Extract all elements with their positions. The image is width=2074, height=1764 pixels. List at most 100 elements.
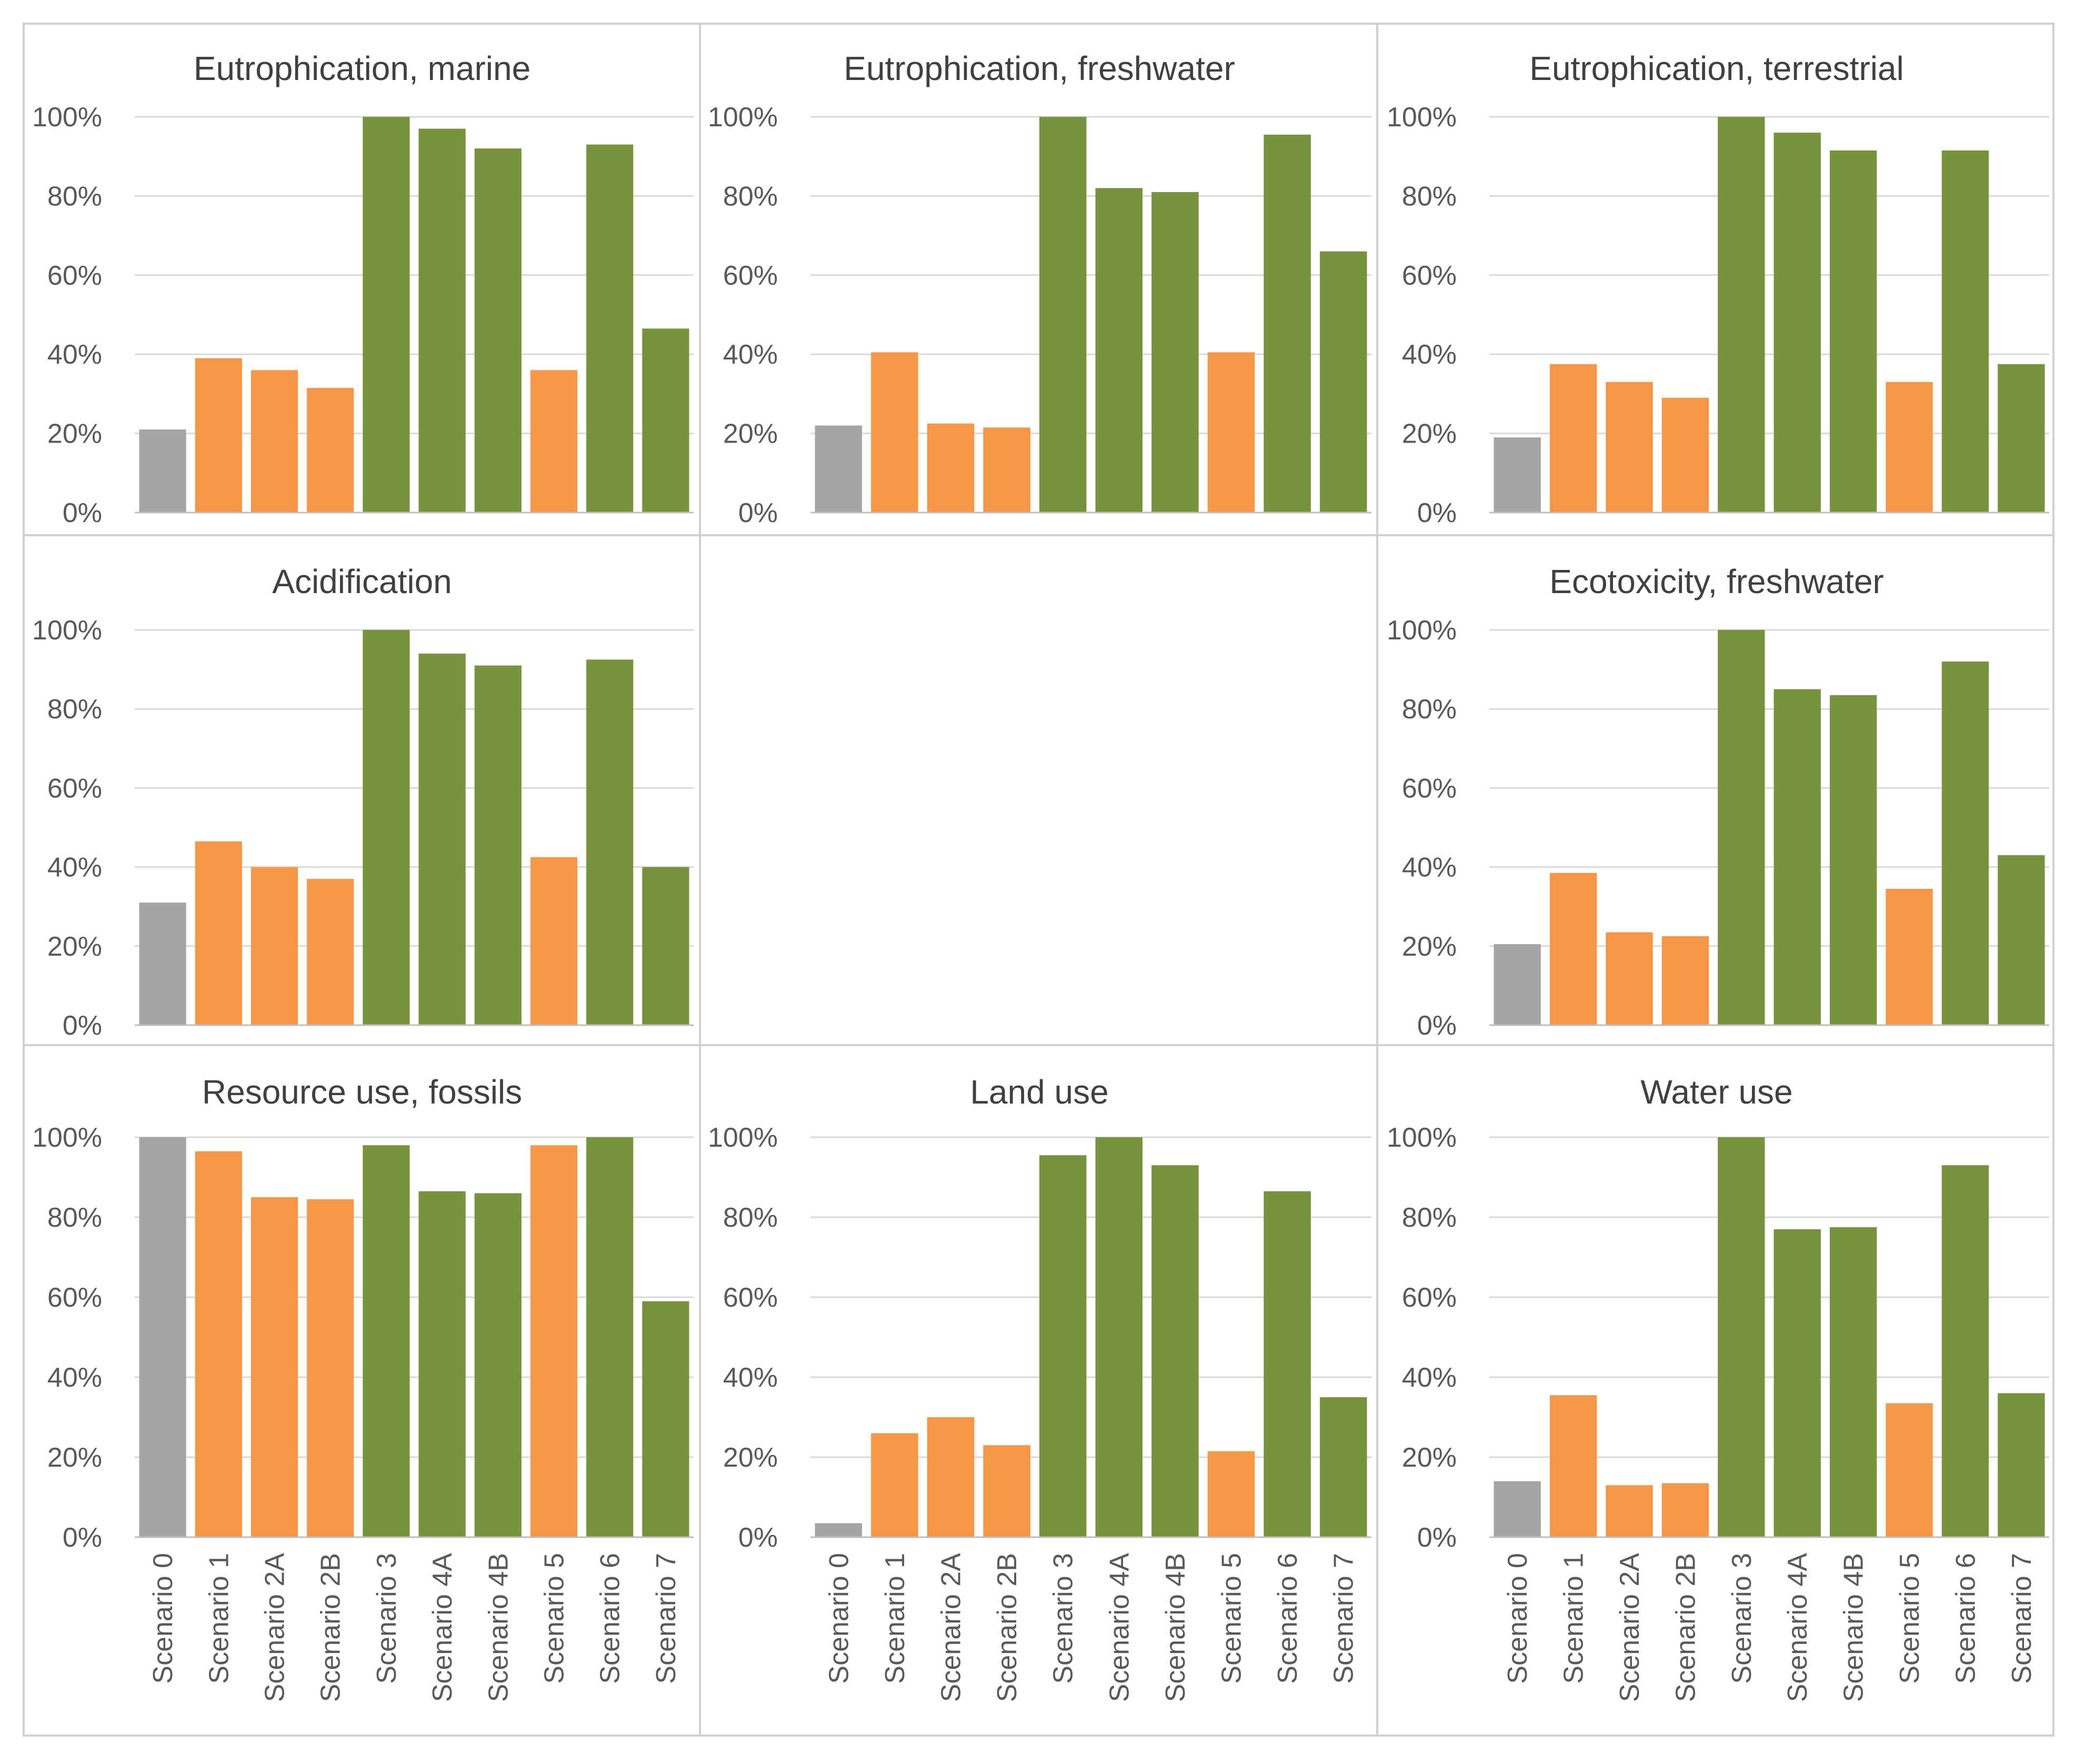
bar-scenario-2a <box>251 1197 298 1537</box>
y-tick-label: 60% <box>1402 260 1457 291</box>
chart-title: Acidification <box>272 563 452 600</box>
chart-eutrophication-terrestrial: Eutrophication, terrestrial 0% 20% 40% 60% 80… <box>1387 49 2049 528</box>
bar-scenario-7 <box>1319 1397 1367 1537</box>
chart-water-use: Water use 0% 20% 40% 60% 80% 100% Scenario 0 Sce… <box>1387 1073 2049 1702</box>
bar-scenario-4a <box>418 128 466 513</box>
bar-scenario-1 <box>195 1151 242 1537</box>
x-tick-label: Scenario 4A <box>1782 1553 1813 1702</box>
bar-scenario-2b <box>1661 397 1709 513</box>
y-tick-label: 20% <box>47 931 102 962</box>
chart-title: Ecotoxicity, freshwater <box>1549 563 1883 600</box>
x-tick-label: Scenario 5 <box>1895 1553 1925 1684</box>
bar-scenario-2b <box>983 1445 1030 1537</box>
chart-eutrophication-freshwater: Eutrophication, freshwater 0% 20% 40% 60% 80%… <box>708 49 1371 528</box>
bar-scenario-6 <box>1941 662 1989 1025</box>
bar-scenario-7 <box>1998 364 2045 513</box>
x-tick-label: Scenario 5 <box>539 1553 570 1684</box>
chart-land-use: Land use 0% 20% 40% 60% 80% 100% Scenario 0 Scen… <box>708 1073 1371 1702</box>
bar-scenario-0 <box>815 1523 863 1537</box>
x-tick-label: Scenario 6 <box>1950 1553 1981 1684</box>
y-tick-label: 60% <box>1402 1282 1457 1313</box>
x-tick-label: Scenario 1 <box>204 1553 234 1684</box>
bar-scenario-6 <box>1941 1165 1989 1537</box>
bar-scenario-4b <box>474 148 522 513</box>
x-tick-label: Scenario 3 <box>1727 1553 1757 1684</box>
y-tick-label: 20% <box>47 1442 102 1473</box>
y-tick-label: 80% <box>1402 694 1457 725</box>
bar-scenario-5 <box>1886 888 1933 1025</box>
bar-scenario-5 <box>1207 352 1255 513</box>
y-tick-label: 40% <box>47 853 102 883</box>
x-tick-label: Scenario 7 <box>651 1553 682 1684</box>
bar-scenario-2a <box>1606 1485 1653 1537</box>
bar-scenario-4a <box>418 654 466 1025</box>
y-tick-label: 60% <box>1402 773 1457 804</box>
x-tick-label: Scenario 2B <box>992 1553 1023 1702</box>
chart-title: Eutrophication, marine <box>194 49 530 87</box>
bar-scenario-1 <box>871 1433 918 1537</box>
bar-scenario-4b <box>1829 695 1877 1025</box>
bar-scenario-3 <box>1718 1137 1765 1537</box>
bar-scenario-0 <box>1494 1481 1541 1537</box>
bar-scenario-7 <box>1319 251 1367 513</box>
bar-scenario-4a <box>1095 1137 1143 1537</box>
bar-scenario-3 <box>1718 630 1765 1025</box>
x-tick-label: Scenario 6 <box>595 1553 626 1684</box>
chart-title: Eutrophication, freshwater <box>844 49 1235 87</box>
bar-scenario-1 <box>1549 873 1597 1025</box>
x-tick-label: Scenario 1 <box>880 1553 910 1684</box>
bar-scenario-6 <box>586 1137 634 1537</box>
bar-scenario-7 <box>642 867 689 1025</box>
bar-scenario-2a <box>927 1417 975 1537</box>
bar-scenario-2a <box>927 423 975 513</box>
chart-ecotoxicity-freshwater: Ecotoxicity, freshwater 0% 20% 40% 60% 80% 100… <box>1387 563 2049 1041</box>
x-tick-label: Scenario 0 <box>1502 1553 1533 1684</box>
x-tick-label: Scenario 2A <box>936 1553 967 1702</box>
bar-scenario-4b <box>474 1193 522 1537</box>
y-tick-label: 0% <box>63 1010 102 1041</box>
y-tick-label: 20% <box>723 1442 778 1473</box>
bar-scenario-6 <box>1264 134 1311 513</box>
bar-scenario-4b <box>1829 1227 1877 1537</box>
bar-scenario-4b <box>1829 150 1877 513</box>
y-tick-label: 0% <box>1417 1522 1457 1553</box>
y-tick-label: 80% <box>47 181 102 212</box>
x-tick-label: Scenario 7 <box>1329 1553 1359 1684</box>
chart-eutrophication-marine: Eutrophication, marine 0% 20% 40% 60% 80% 100% <box>32 49 694 528</box>
chart-title: Resource use, fossils <box>202 1073 522 1111</box>
x-tick-label: Scenario 3 <box>372 1553 402 1684</box>
x-tick-label: Scenario 2A <box>260 1553 290 1702</box>
y-tick-label: 80% <box>1402 181 1457 212</box>
bar-scenario-5 <box>1886 382 1933 513</box>
y-tick-label: 40% <box>723 339 778 370</box>
y-tick-label: 60% <box>723 260 778 291</box>
x-tick-label: Scenario 0 <box>824 1553 854 1684</box>
bar-scenario-5 <box>1207 1451 1255 1537</box>
panel-frame <box>699 534 1378 1046</box>
bar-scenario-3 <box>363 1145 410 1537</box>
bar-scenario-0 <box>1494 944 1541 1025</box>
bar-scenario-4a <box>1774 689 1821 1025</box>
y-tick-label: 100% <box>32 1122 102 1153</box>
x-tick-label: Scenario 2A <box>1615 1553 1645 1702</box>
x-tick-label: Scenario 2B <box>316 1553 346 1702</box>
bar-scenario-7 <box>1998 855 2045 1025</box>
y-tick-label: 40% <box>47 339 102 370</box>
y-tick-label: 40% <box>47 1362 102 1393</box>
y-tick-label: 0% <box>1417 498 1457 528</box>
chart-title: Water use <box>1640 1073 1792 1111</box>
x-tick-label: Scenario 5 <box>1217 1553 1247 1684</box>
y-tick-label: 0% <box>738 1522 778 1553</box>
x-tick-label: Scenario 2B <box>1670 1553 1701 1702</box>
y-tick-label: 80% <box>47 1202 102 1233</box>
bar-scenario-1 <box>195 358 242 513</box>
bar-scenario-2b <box>1661 1483 1709 1537</box>
bar-scenario-2b <box>983 427 1030 513</box>
bar-scenario-2b <box>307 1199 354 1537</box>
bar-scenario-7 <box>642 328 689 513</box>
bar-scenario-4a <box>1774 133 1821 513</box>
bar-scenario-5 <box>530 857 578 1025</box>
x-tick-label: Scenario 1 <box>1559 1553 1589 1684</box>
y-tick-label: 80% <box>1402 1202 1457 1233</box>
